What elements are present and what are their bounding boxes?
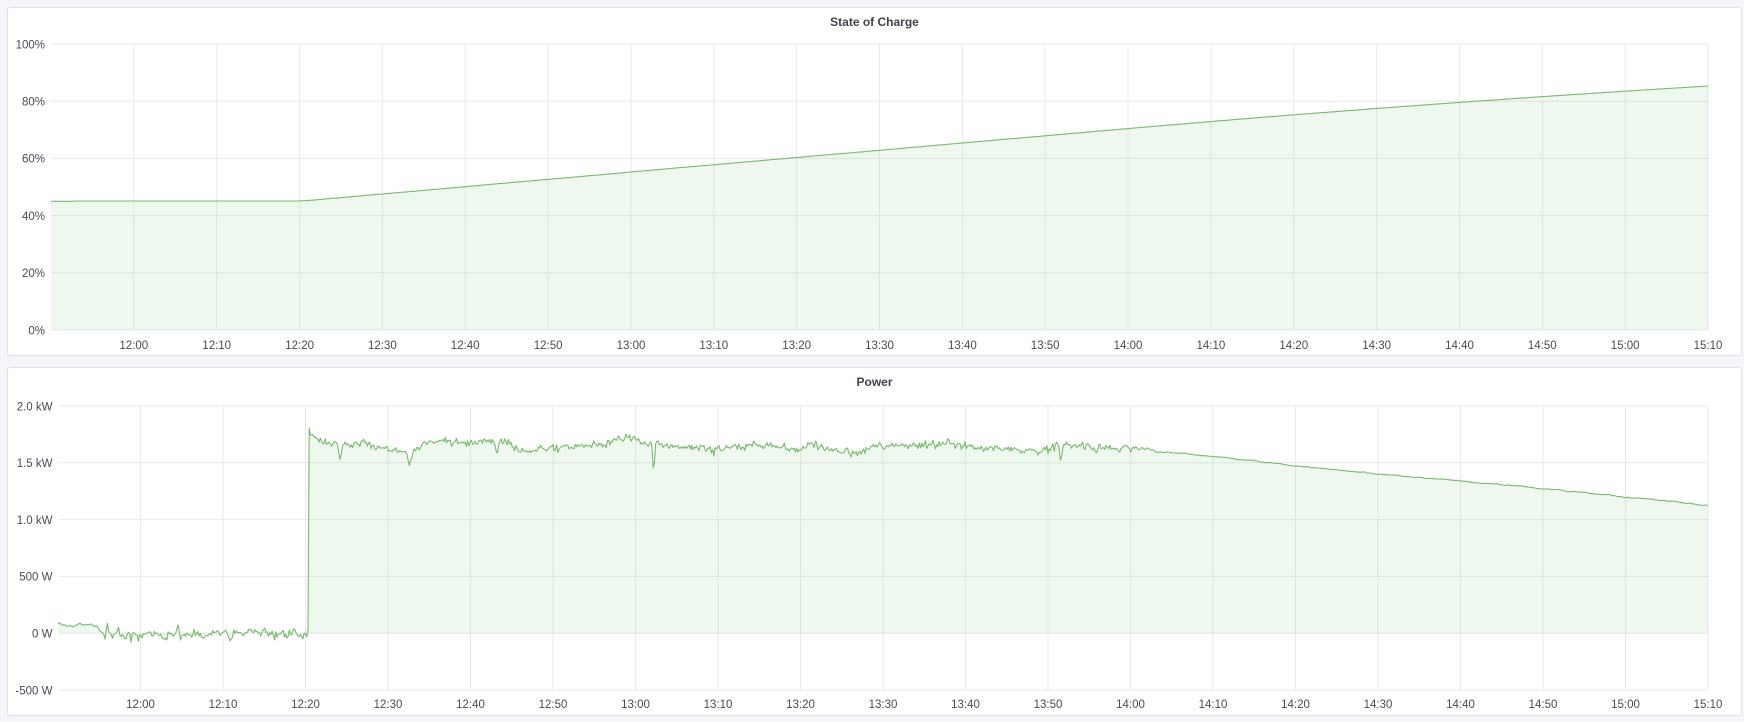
svg-text:13:30: 13:30 [869, 699, 898, 711]
svg-text:12:50: 12:50 [539, 699, 568, 711]
svg-text:1.0 kW: 1.0 kW [17, 515, 53, 527]
svg-text:12:00: 12:00 [119, 340, 148, 352]
svg-text:State of Charge: State of Charge [830, 15, 919, 29]
svg-text:13:30: 13:30 [865, 340, 894, 352]
svg-text:12:40: 12:40 [456, 699, 485, 711]
svg-text:60%: 60% [22, 154, 45, 166]
svg-text:15:00: 15:00 [1611, 699, 1640, 711]
svg-text:40%: 40% [22, 211, 45, 223]
svg-text:80%: 80% [22, 97, 45, 109]
svg-text:12:50: 12:50 [534, 340, 563, 352]
svg-text:12:30: 12:30 [374, 699, 403, 711]
svg-text:14:20: 14:20 [1281, 699, 1310, 711]
svg-text:2.0 kW: 2.0 kW [17, 401, 53, 413]
svg-text:15:00: 15:00 [1611, 340, 1640, 352]
svg-text:14:40: 14:40 [1445, 340, 1474, 352]
svg-text:12:10: 12:10 [209, 699, 238, 711]
svg-text:13:40: 13:40 [951, 699, 980, 711]
svg-text:13:40: 13:40 [948, 340, 977, 352]
svg-text:13:00: 13:00 [621, 699, 650, 711]
svg-text:0%: 0% [28, 325, 45, 337]
svg-text:14:50: 14:50 [1529, 699, 1558, 711]
svg-text:12:10: 12:10 [202, 340, 231, 352]
svg-text:13:50: 13:50 [1034, 699, 1063, 711]
svg-text:13:00: 13:00 [617, 340, 646, 352]
svg-text:13:10: 13:10 [704, 699, 733, 711]
svg-text:13:20: 13:20 [782, 340, 811, 352]
svg-text:14:20: 14:20 [1279, 340, 1308, 352]
svg-text:20%: 20% [22, 268, 45, 280]
svg-text:12:20: 12:20 [291, 699, 320, 711]
svg-text:14:50: 14:50 [1528, 340, 1557, 352]
svg-text:13:50: 13:50 [1031, 340, 1060, 352]
svg-text:Power: Power [856, 375, 892, 389]
svg-text:14:00: 14:00 [1114, 340, 1143, 352]
svg-text:14:30: 14:30 [1364, 699, 1393, 711]
svg-text:0 W: 0 W [32, 629, 53, 641]
svg-text:12:20: 12:20 [285, 340, 314, 352]
svg-text:12:40: 12:40 [451, 340, 480, 352]
svg-text:-500 W: -500 W [15, 685, 52, 697]
svg-text:12:00: 12:00 [126, 699, 155, 711]
svg-text:14:40: 14:40 [1446, 699, 1475, 711]
svg-text:500 W: 500 W [19, 572, 52, 584]
svg-text:13:20: 13:20 [786, 699, 815, 711]
svg-text:13:10: 13:10 [699, 340, 728, 352]
svg-text:14:10: 14:10 [1197, 340, 1226, 352]
svg-text:12:30: 12:30 [368, 340, 397, 352]
svg-text:15:10: 15:10 [1694, 340, 1723, 352]
svg-text:14:00: 14:00 [1116, 699, 1145, 711]
svg-text:14:30: 14:30 [1362, 340, 1391, 352]
svg-text:1.5 kW: 1.5 kW [17, 458, 53, 470]
svg-text:100%: 100% [16, 39, 45, 51]
svg-text:15:10: 15:10 [1694, 699, 1723, 711]
svg-text:14:10: 14:10 [1199, 699, 1228, 711]
